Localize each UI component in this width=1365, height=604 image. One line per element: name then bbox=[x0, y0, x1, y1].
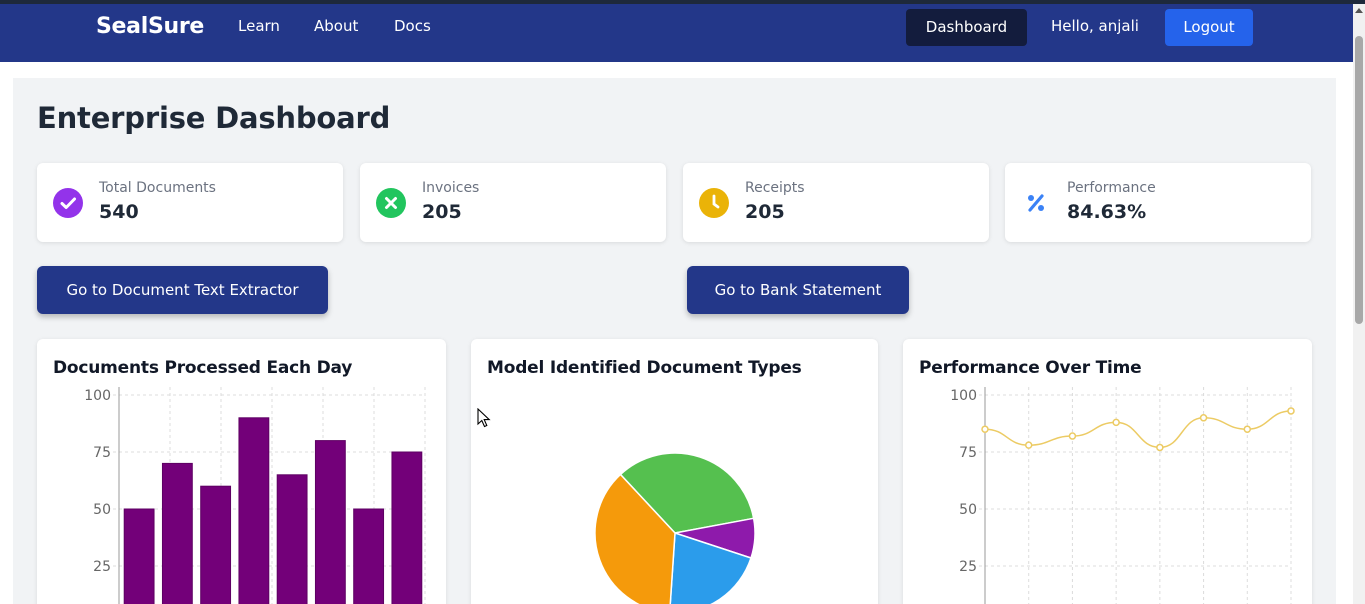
series-line bbox=[984, 410, 1292, 449]
bar bbox=[200, 485, 232, 604]
user-greeting: Hello, anjali bbox=[1051, 17, 1139, 35]
data-point bbox=[1068, 432, 1077, 440]
y-tick-label: 75 bbox=[93, 445, 111, 461]
x-circle-icon bbox=[376, 188, 406, 218]
logout-button[interactable]: Logout bbox=[1165, 9, 1253, 46]
pie-slice bbox=[669, 531, 752, 604]
check-circle-icon bbox=[53, 188, 83, 218]
document-text-extractor-button[interactable]: Go to Document Text Extractor bbox=[37, 266, 328, 314]
y-tick-label: 50 bbox=[93, 502, 111, 518]
y-tick-label: 25 bbox=[959, 559, 977, 575]
bar-chart: 100 75 50 25 bbox=[84, 387, 426, 604]
chart-title: Model Identified Document Types bbox=[487, 358, 802, 378]
page-title: Enterprise Dashboard bbox=[37, 101, 391, 135]
y-tick-label: 50 bbox=[959, 502, 977, 518]
chart-card-documents-per-day: 100 75 50 25 Documents Processed Each Day bbox=[37, 339, 446, 604]
scroll-thumb[interactable] bbox=[1355, 36, 1363, 324]
stat-card-total-documents: Total Documents 540 bbox=[37, 163, 343, 242]
data-point bbox=[1156, 443, 1164, 452]
scroll-up-arrow-icon[interactable] bbox=[1355, 8, 1363, 13]
pie-slice bbox=[594, 473, 676, 604]
y-tick-label: 100 bbox=[84, 388, 111, 404]
data-point bbox=[1112, 418, 1120, 427]
mouse-cursor-icon bbox=[477, 408, 491, 428]
nav-link-docs[interactable]: Docs bbox=[394, 17, 431, 35]
y-tick-label: 25 bbox=[93, 559, 111, 575]
chart-card-document-types: Model Identified Document Types bbox=[471, 339, 878, 604]
clock-icon bbox=[699, 188, 729, 218]
stat-value: 540 bbox=[99, 201, 139, 223]
page-scrollbar[interactable] bbox=[1353, 4, 1365, 604]
stat-value: 84.63% bbox=[1067, 201, 1147, 223]
data-point bbox=[1287, 407, 1295, 415]
bar bbox=[238, 417, 270, 604]
data-point bbox=[981, 425, 989, 433]
stat-card-performance: Performance 84.63% bbox=[1005, 163, 1311, 242]
stat-label: Performance bbox=[1067, 180, 1156, 196]
bar bbox=[276, 474, 308, 604]
stat-value: 205 bbox=[745, 201, 785, 223]
stat-value: 205 bbox=[422, 201, 462, 223]
bar bbox=[161, 462, 193, 604]
bar bbox=[353, 508, 385, 604]
stat-label: Invoices bbox=[422, 180, 480, 196]
nav-link-about[interactable]: About bbox=[314, 17, 359, 35]
chart-card-performance-over-time: 100 75 50 25 Performance Over Time bbox=[903, 339, 1312, 604]
window-top-edge bbox=[0, 0, 1365, 4]
nav-link-learn[interactable]: Learn bbox=[238, 17, 280, 35]
stat-card-receipts: Receipts 205 bbox=[683, 163, 989, 242]
pie-slice bbox=[619, 452, 755, 534]
top-navbar: SealSure Learn About Docs Dashboard Hell… bbox=[0, 4, 1353, 62]
line-chart: 100 75 50 25 bbox=[950, 387, 1295, 604]
bar bbox=[123, 508, 155, 604]
brand-logo[interactable]: SealSure bbox=[96, 14, 205, 39]
data-point bbox=[1024, 441, 1033, 449]
pie-chart bbox=[594, 452, 756, 604]
bank-statement-button[interactable]: Go to Bank Statement bbox=[687, 266, 909, 314]
y-tick-label: 100 bbox=[950, 388, 977, 404]
stat-label: Receipts bbox=[745, 180, 805, 196]
percent-icon bbox=[1021, 188, 1051, 218]
chart-title: Performance Over Time bbox=[919, 358, 1142, 378]
data-point bbox=[1243, 425, 1252, 433]
stat-card-invoices: Invoices 205 bbox=[360, 163, 666, 242]
y-tick-label: 75 bbox=[959, 445, 977, 461]
stat-label: Total Documents bbox=[99, 180, 216, 196]
data-point bbox=[1199, 414, 1208, 422]
chart-title: Documents Processed Each Day bbox=[53, 358, 353, 378]
bar bbox=[391, 451, 423, 604]
bar bbox=[314, 440, 346, 604]
nav-dashboard-button[interactable]: Dashboard bbox=[906, 9, 1027, 46]
